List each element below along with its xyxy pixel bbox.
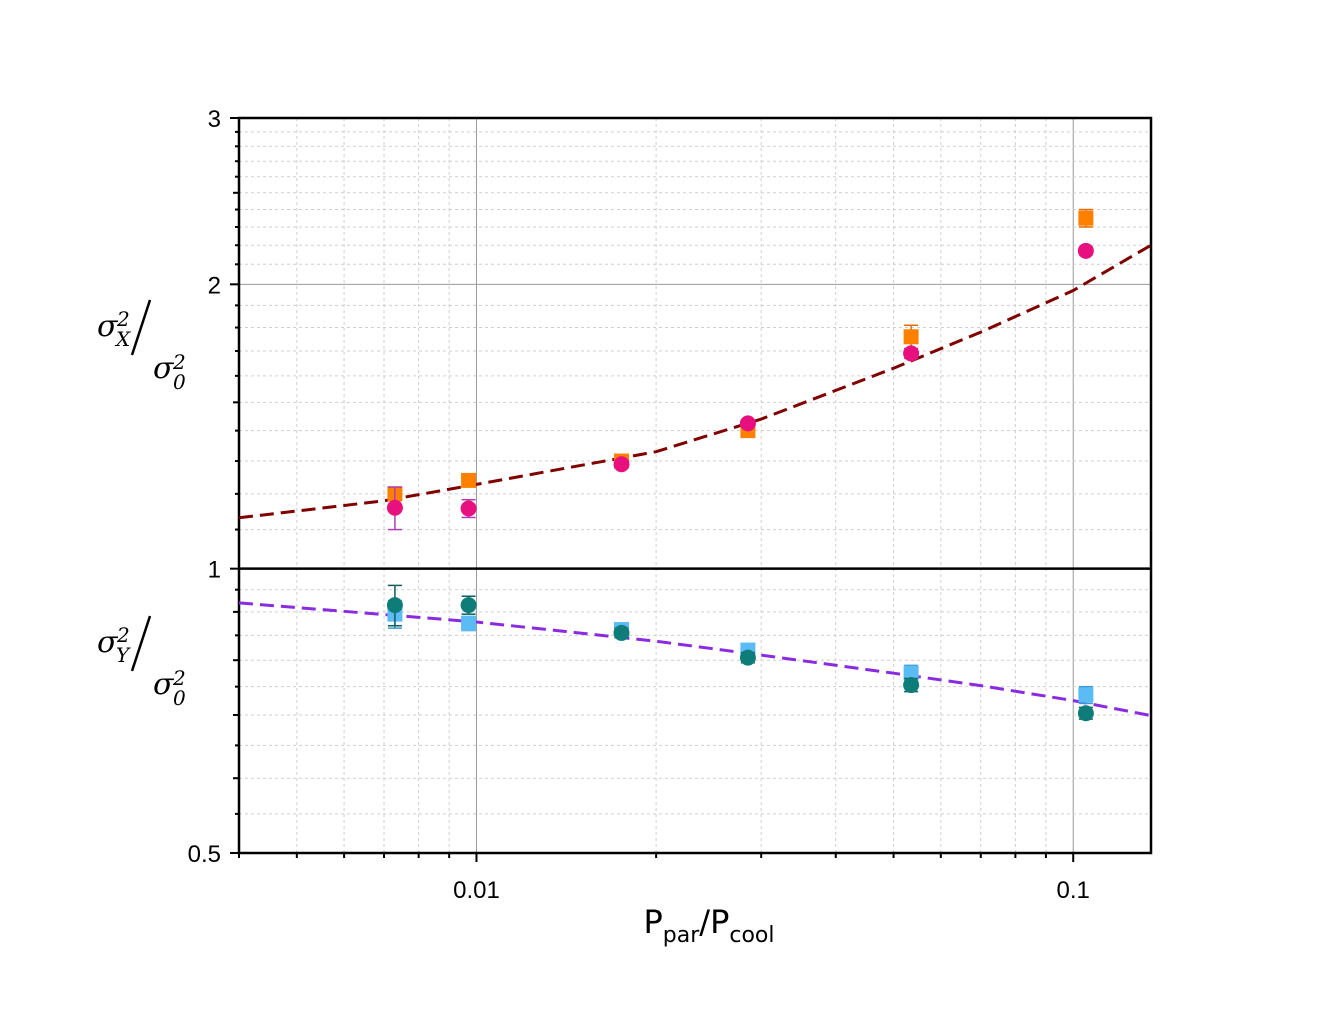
circle-marker [903, 345, 920, 362]
label-bottom-numerator-sub: Y [116, 643, 131, 667]
circle-marker [460, 597, 477, 614]
label-bottom-denominator-sub: 0 [173, 686, 186, 710]
y-tick-label: 1 [208, 557, 221, 584]
square-marker [903, 329, 919, 345]
y-tick-label: 3 [208, 106, 221, 133]
circle-marker [1077, 705, 1094, 722]
label-top-numerator-symbol: σ [97, 309, 119, 344]
circle-marker [460, 500, 477, 517]
circle-marker [903, 677, 920, 694]
square-marker [1078, 210, 1094, 226]
grid [238, 118, 1151, 853]
label-bottom-numerator-symbol: σ [97, 625, 119, 660]
label-top-denominator-sub: 0 [173, 370, 186, 394]
circle-marker [386, 597, 403, 614]
axis-ticks: 0.01 0.1 0.5 1 2 3 [188, 106, 1090, 904]
label-top-numerator-sub: X [114, 327, 131, 351]
label-bottom-numerator-sup: 2 [116, 623, 130, 647]
x-tick-label: 0.1 [1057, 877, 1090, 904]
label-top-denominator-sup: 2 [172, 350, 186, 374]
y-axis-label-top: σ 2 X σ 2 0 [97, 299, 186, 394]
x-tick-label: 0.01 [453, 877, 500, 904]
circle-marker [1077, 242, 1094, 259]
circle-marker [739, 415, 756, 432]
label-top-fraction-slash [130, 299, 152, 356]
label-top-numerator-sup: 2 [116, 307, 130, 331]
label-bottom-denominator-sup: 2 [172, 666, 186, 690]
circle-marker [386, 499, 403, 516]
square-marker [903, 665, 919, 681]
fit-curve [238, 601, 1152, 718]
square-marker [461, 472, 477, 488]
y-tick-label: 2 [208, 272, 221, 299]
label-bottom-denominator-symbol: σ [153, 667, 175, 702]
circle-marker [739, 649, 756, 666]
y-axis-label-bottom: σ 2 Y σ 2 0 [97, 615, 186, 710]
y-tick-label: 0.5 [188, 841, 221, 868]
square-marker [1078, 687, 1094, 703]
circle-marker [613, 624, 630, 641]
fit-curve [238, 243, 1152, 520]
label-bottom-fraction-slash [130, 615, 152, 672]
plot-frame [237, 116, 1153, 855]
square-marker [461, 615, 477, 631]
data-points [386, 208, 1094, 722]
circle-marker [613, 456, 630, 473]
x-axis-label: Ppar/Pcool [643, 903, 774, 948]
fit-curves [238, 243, 1152, 718]
label-top-denominator-symbol: σ [153, 351, 175, 386]
